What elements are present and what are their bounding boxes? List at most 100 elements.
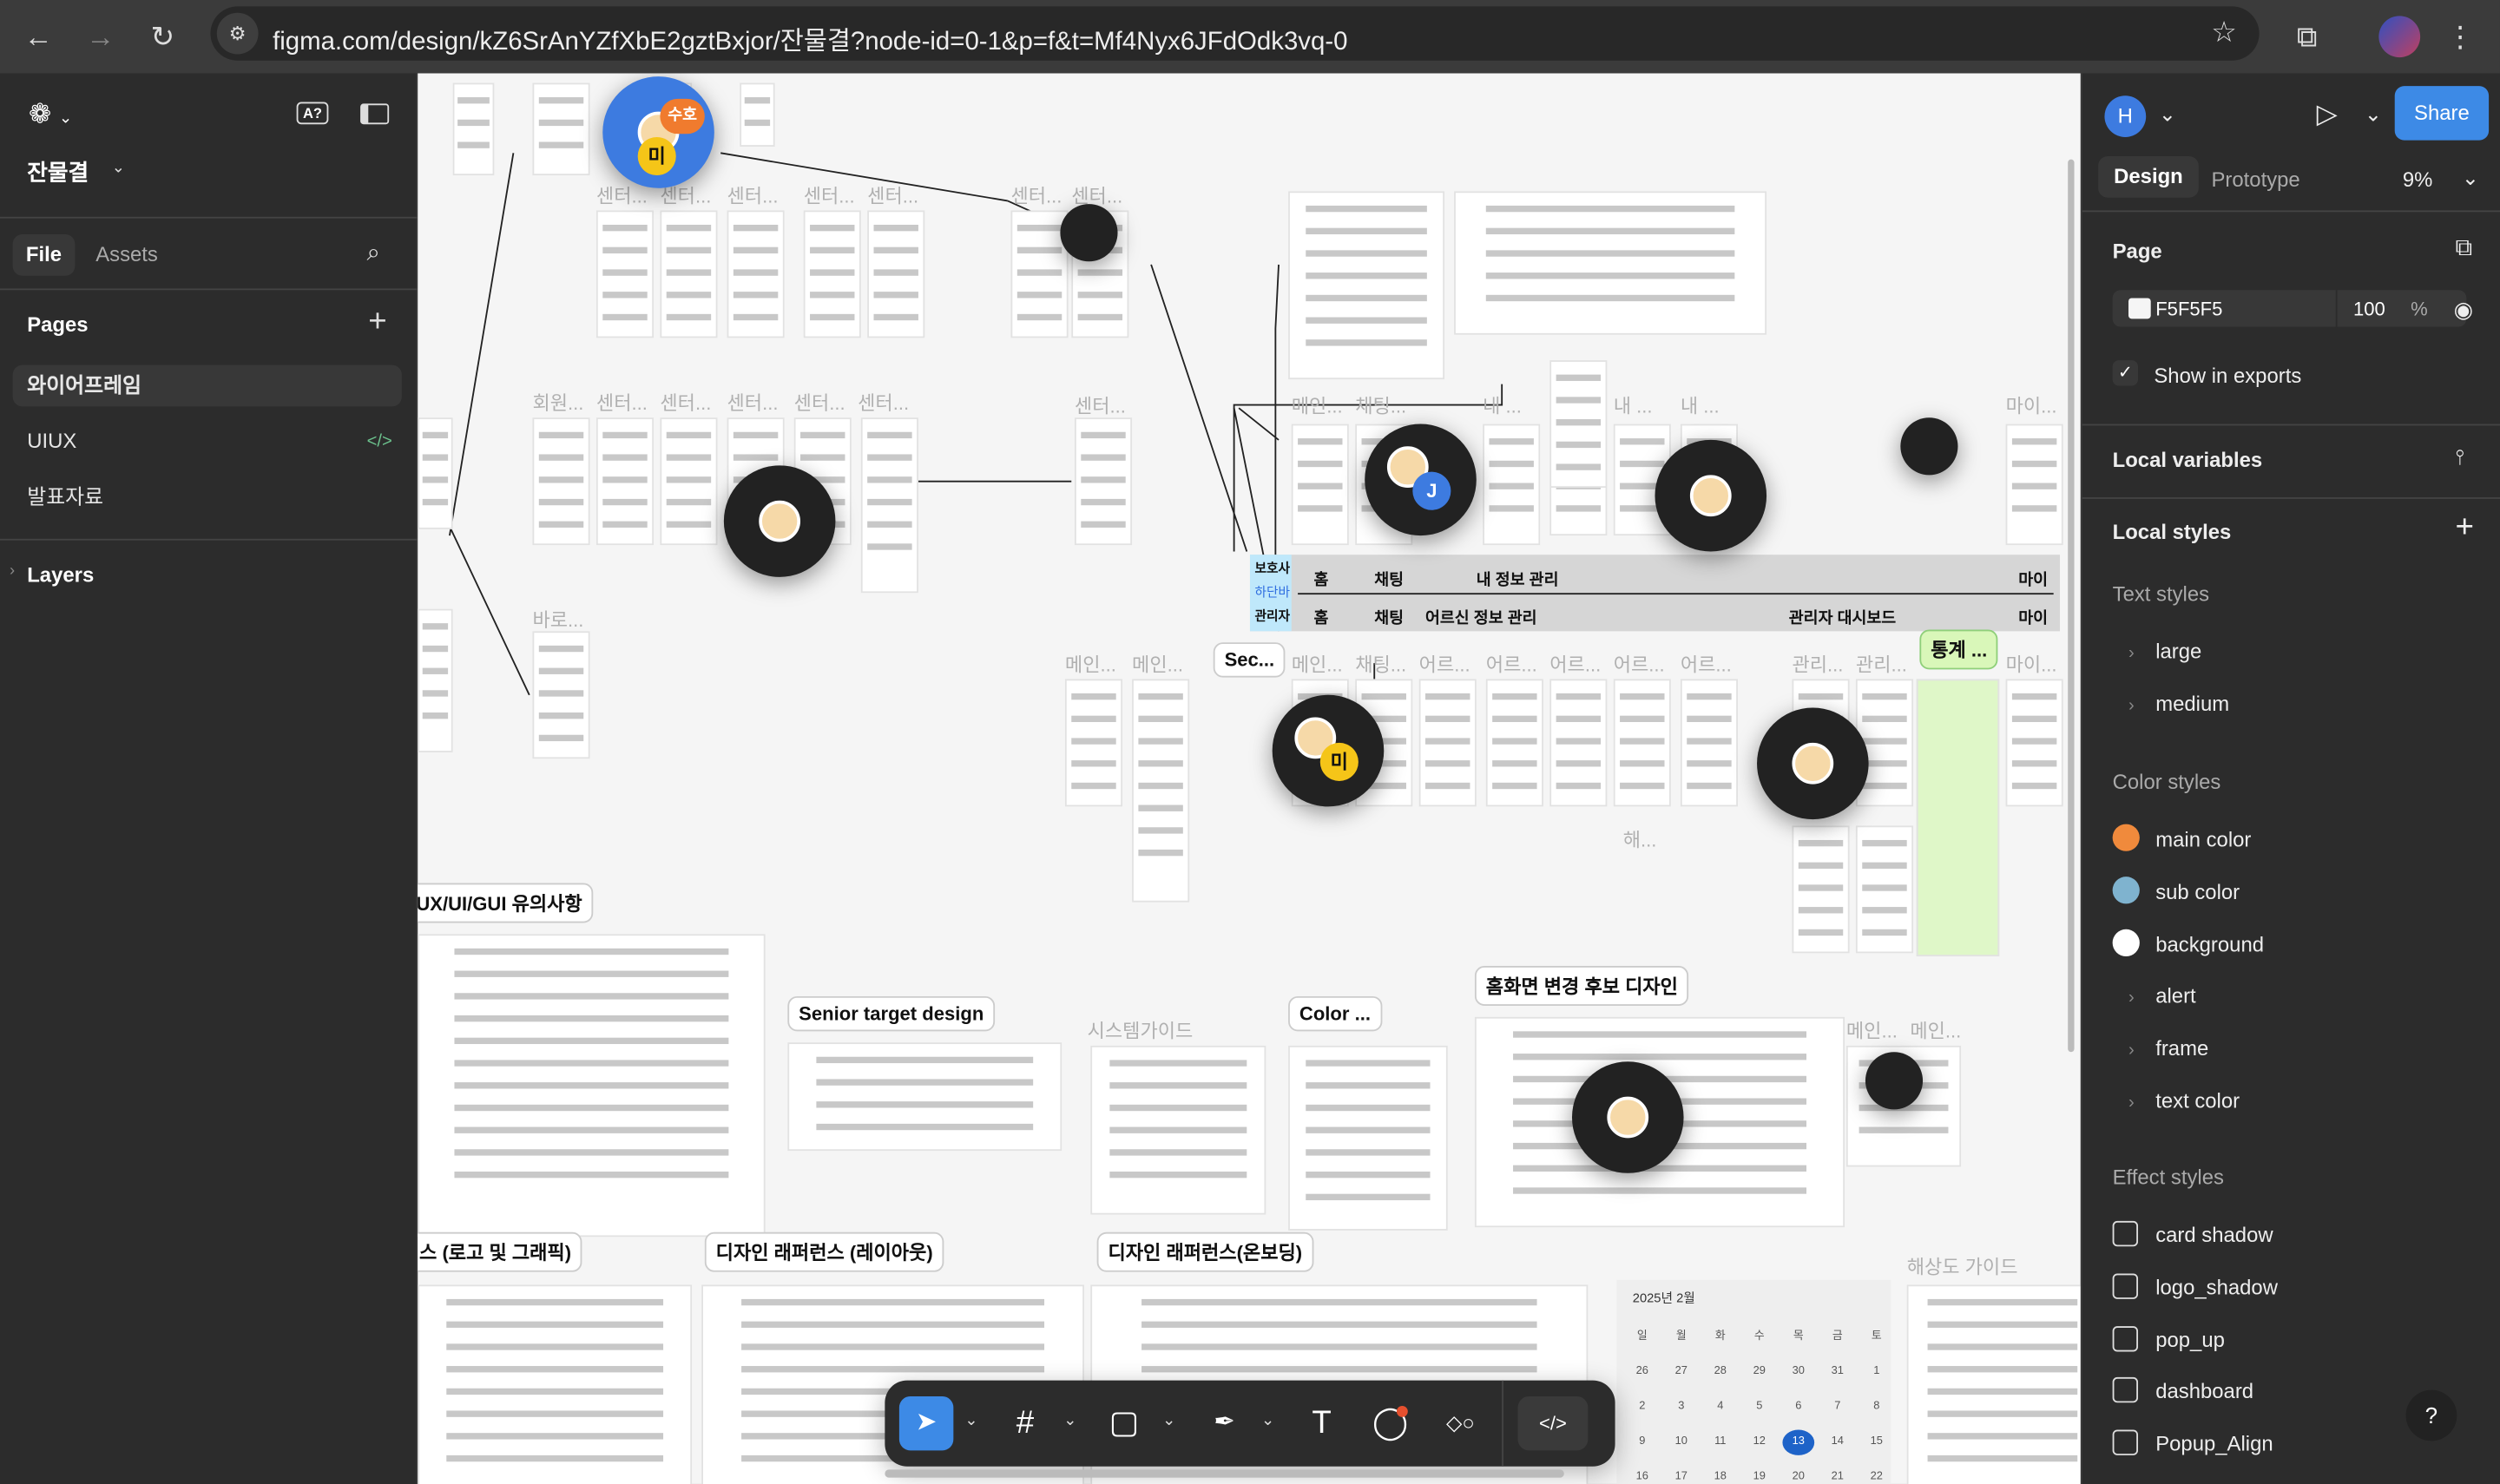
- library-icon[interactable]: ⧉: [2455, 233, 2473, 262]
- canvas-frame[interactable]: [1549, 679, 1608, 807]
- ai-icon[interactable]: A?: [296, 102, 329, 125]
- color-style-main[interactable]: main color: [2155, 827, 2252, 851]
- canvas-frame[interactable]: [1288, 191, 1445, 380]
- frame-title[interactable]: 메인...: [1910, 1020, 1962, 1043]
- canvas-frame[interactable]: [1483, 424, 1541, 546]
- canvas-frame[interactable]: [1792, 825, 1850, 954]
- frame-title[interactable]: 센터...: [1071, 185, 1123, 207]
- page-item-presentation[interactable]: 발표자료: [27, 484, 104, 509]
- calendar-day[interactable]: 목: [1793, 1330, 1804, 1343]
- canvas-frame[interactable]: [1418, 679, 1477, 807]
- calendar-day[interactable]: 11: [1714, 1435, 1727, 1448]
- canvas-frame[interactable]: [532, 631, 590, 759]
- canvas-frame[interactable]: [532, 417, 590, 546]
- profile-avatar[interactable]: [2378, 16, 2421, 58]
- canvas-frame[interactable]: [1680, 679, 1739, 807]
- frame-title[interactable]: 메인...: [1291, 653, 1343, 676]
- section-label[interactable]: 통계 ...: [1919, 629, 1999, 670]
- calendar-day[interactable]: 22: [1870, 1471, 1883, 1483]
- frame-title[interactable]: 센터...: [727, 391, 779, 415]
- canvas-frame[interactable]: [1288, 1045, 1448, 1231]
- url-text[interactable]: figma.com/design/kZ6SrAnYZfXbE2gztBxjor/…: [273, 29, 1348, 56]
- canvas-frame[interactable]: [1010, 210, 1069, 338]
- frame-title[interactable]: 채팅...: [1355, 395, 1407, 418]
- canvas-frame[interactable]: [418, 934, 766, 1238]
- calendar-day[interactable]: 금: [1832, 1330, 1843, 1343]
- variables-icon[interactable]: ⫯: [2455, 444, 2464, 469]
- frame-title[interactable]: 센터...: [858, 391, 910, 415]
- frame-title[interactable]: 내 ...: [1483, 395, 1522, 418]
- effect-style[interactable]: pop_up: [2155, 1327, 2225, 1352]
- calendar-day[interactable]: 5: [1756, 1401, 1763, 1413]
- frame-title[interactable]: 센터...: [660, 391, 712, 415]
- stats-frame[interactable]: [1916, 679, 2000, 957]
- canvas-frame[interactable]: [1291, 424, 1349, 546]
- calendar-day[interactable]: 6: [1795, 1401, 1802, 1413]
- add-page-icon[interactable]: +: [368, 304, 387, 340]
- frame-title[interactable]: 마이...: [2005, 653, 2057, 676]
- calendar-day[interactable]: 일: [1636, 1330, 1648, 1343]
- calendar-day[interactable]: 13: [1782, 1429, 1815, 1455]
- calendar-day[interactable]: 4: [1717, 1401, 1724, 1413]
- frame-title[interactable]: 어르...: [1613, 653, 1665, 676]
- chevron-right-icon[interactable]: ›: [10, 562, 16, 581]
- calendar-day[interactable]: 19: [1753, 1471, 1766, 1483]
- canvas-frame[interactable]: [1064, 679, 1123, 807]
- frame-title[interactable]: 어르...: [1418, 653, 1470, 676]
- local-variables-heading[interactable]: Local variables: [2112, 448, 2263, 472]
- frame-title[interactable]: 센터...: [1074, 395, 1126, 418]
- frame-title[interactable]: 센터...: [1010, 185, 1062, 207]
- layers-heading[interactable]: Layers: [27, 562, 95, 587]
- browser-menu-icon[interactable]: ⋮: [2445, 20, 2475, 53]
- section-label[interactable]: Sec...: [1213, 642, 1286, 678]
- canvas-frame[interactable]: [418, 608, 453, 752]
- canvas-frame[interactable]: [1485, 679, 1543, 807]
- section-label[interactable]: UX/UI/GUI 유의사항: [418, 883, 594, 923]
- frame-title[interactable]: 어르...: [1485, 653, 1537, 676]
- calendar-day[interactable]: 수: [1753, 1330, 1765, 1343]
- page-color-field[interactable]: F5F5F5 100 %: [2112, 290, 2467, 327]
- frame-title[interactable]: 어르...: [1549, 653, 1602, 676]
- canvas-frame[interactable]: [1613, 679, 1671, 807]
- calendar-day[interactable]: 3: [1678, 1401, 1685, 1413]
- canvas-frame[interactable]: [418, 1284, 693, 1484]
- canvas-frame[interactable]: [1090, 1045, 1266, 1215]
- canvas-frame[interactable]: [867, 210, 925, 338]
- pen-tool-caret[interactable]: ⌄: [1260, 1412, 1275, 1430]
- canvas-frame[interactable]: [1906, 1284, 2081, 1484]
- tab-file[interactable]: File: [12, 233, 76, 276]
- effect-style[interactable]: dashboard: [2155, 1378, 2254, 1403]
- page-item-uiux[interactable]: UIUX </>: [13, 421, 402, 463]
- frame-title[interactable]: 마이...: [2005, 395, 2057, 418]
- move-tool-caret[interactable]: ⌄: [964, 1412, 978, 1430]
- frame-title[interactable]: 센터...: [595, 185, 648, 207]
- frame-tool[interactable]: #: [1016, 1405, 1035, 1441]
- frame-title[interactable]: 시스템가이드: [1087, 1020, 1194, 1043]
- chevron-down-icon[interactable]: ⌄: [2158, 102, 2176, 127]
- vertical-scrollbar[interactable]: [2068, 159, 2075, 1053]
- calendar-day[interactable]: 월: [1675, 1330, 1687, 1343]
- show-in-exports-checkbox[interactable]: ✓: [2112, 360, 2139, 386]
- rectangle-tool[interactable]: ▢: [1109, 1405, 1140, 1441]
- extensions-icon[interactable]: ⧉: [2296, 20, 2318, 53]
- move-tool[interactable]: ➤: [898, 1395, 954, 1451]
- user-avatar[interactable]: H: [2104, 95, 2147, 137]
- frame-title[interactable]: 센터...: [595, 391, 648, 415]
- search-icon[interactable]: ⌕: [366, 239, 380, 266]
- frame-tool-caret[interactable]: ⌄: [1063, 1412, 1077, 1430]
- calendar-day[interactable]: 17: [1674, 1471, 1688, 1483]
- canvas-frame[interactable]: [1855, 679, 1914, 807]
- frame-title[interactable]: 메인...: [1845, 1020, 1898, 1043]
- tab-prototype[interactable]: Prototype: [2211, 167, 2300, 192]
- canvas-frame[interactable]: [595, 417, 655, 546]
- frame-title[interactable]: 센터...: [660, 185, 712, 207]
- calendar-day[interactable]: 18: [1714, 1471, 1727, 1483]
- section-label[interactable]: Senior target design: [787, 995, 996, 1032]
- site-settings-icon[interactable]: ⚙: [216, 12, 259, 55]
- visibility-eye-icon[interactable]: ◉: [2453, 296, 2474, 323]
- tab-assets[interactable]: Assets: [95, 242, 158, 266]
- frame-title[interactable]: 내 ...: [1680, 395, 1720, 418]
- canvas-frame[interactable]: [787, 1042, 1062, 1152]
- canvas-frame[interactable]: [740, 82, 775, 147]
- canvas-frame[interactable]: [452, 82, 495, 176]
